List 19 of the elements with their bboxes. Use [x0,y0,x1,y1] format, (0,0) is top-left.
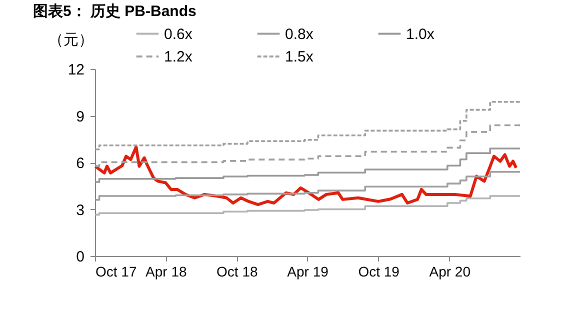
x-tick-label: Apr 20 [429,264,471,280]
legend-label: 1.5x [285,48,314,66]
y-tick-label: 12 [68,62,84,78]
y-tick-label: 6 [76,155,84,172]
legend-label: 1.0x [406,26,435,43]
line-series [94,145,518,206]
y-axis-title: （元） [48,32,94,48]
y-tick-label: 9 [76,108,84,126]
x-tick-label: Apr 18 [146,264,187,280]
chart-title: 图表5： 历史 PB-Bands [33,3,196,20]
legend-label: 1.2x [164,48,193,66]
legend-label: 0.6x [164,26,193,43]
legend-label: 0.8x [285,26,314,43]
y-tick-label: 0 [76,248,84,266]
x-tick-label: Oct 19 [358,264,400,280]
y-tick-label: 3 [76,202,84,219]
x-tick-label: Oct 18 [216,264,258,280]
x-tick-label: Apr 19 [287,264,329,280]
x-tick-label: Oct 17 [96,264,137,280]
